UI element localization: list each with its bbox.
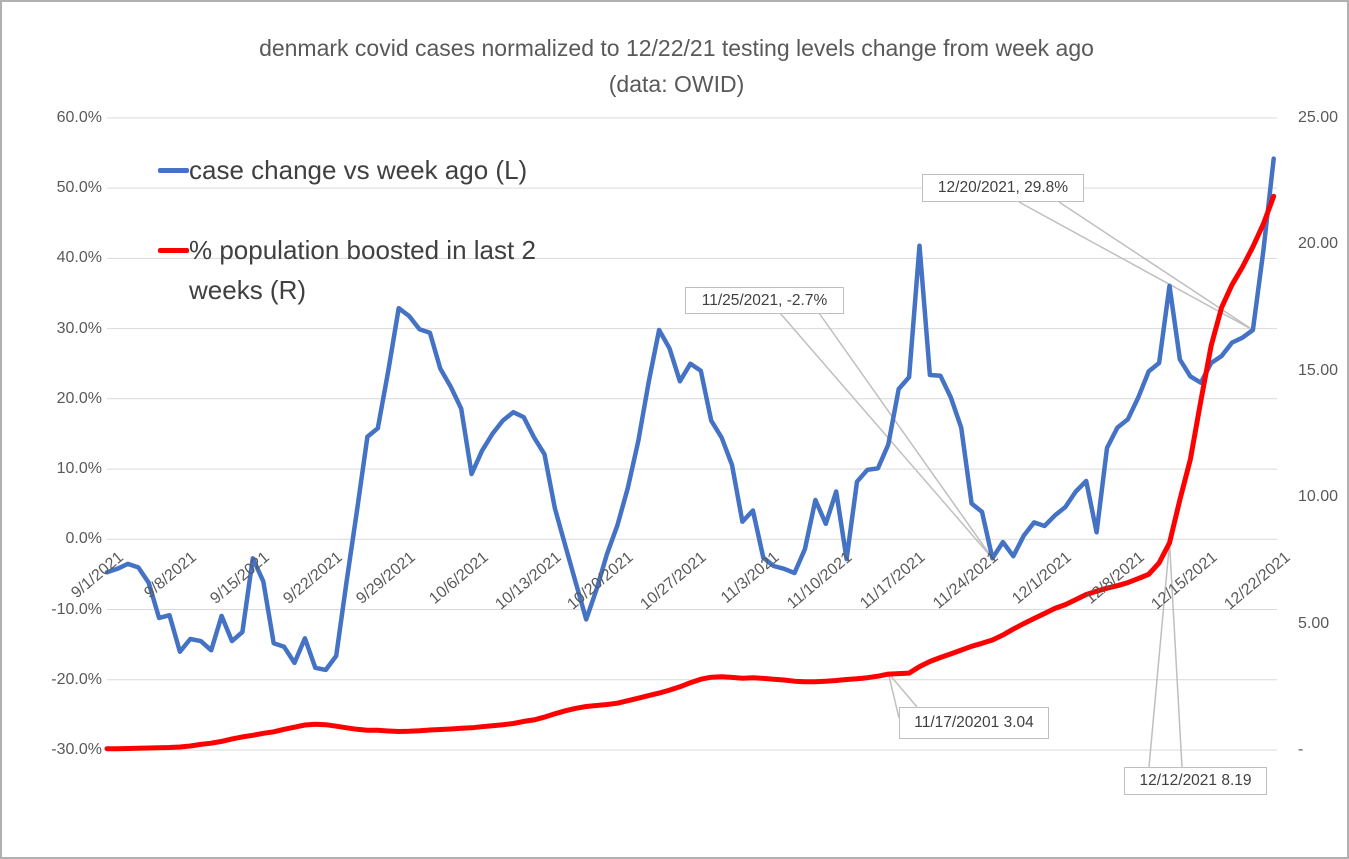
annotation-12-12[interactable]: 12/12/2021 8.19 <box>1124 767 1267 795</box>
series-line-boosted[interactable] <box>104 193 1277 752</box>
callout-leader-line <box>1058 201 1254 331</box>
annotation-11-17[interactable]: 11/17/20201 3.04 <box>899 707 1049 739</box>
left-axis-tick-label: -10.0% <box>51 601 102 618</box>
left-axis-tick-label: 20.0% <box>56 390 102 407</box>
left-axis-tick-label: -20.0% <box>51 671 102 688</box>
left-axis-tick-label: 30.0% <box>56 320 102 337</box>
annotation-12-20[interactable]: 12/20/2021, 29.8% <box>922 174 1084 202</box>
left-axis-tick-label: 60.0% <box>56 109 102 126</box>
callout-leader-line <box>818 312 994 559</box>
left-axis-tick-label: -30.0% <box>51 741 102 758</box>
callout-leader-line <box>887 672 918 708</box>
left-axis-tick-label: 40.0% <box>56 249 102 266</box>
callout-leader-line <box>887 672 900 719</box>
series-line-case-change[interactable] <box>104 156 1276 673</box>
left-axis-tick-label: 0.0% <box>65 530 102 547</box>
callout-leader-line <box>779 312 993 559</box>
right-axis-tick-label: 15.00 <box>1298 362 1339 379</box>
callout-leader-line <box>1148 542 1171 768</box>
callout-leader-line <box>1168 542 1183 768</box>
legend-item-case-change[interactable]: case change vs week ago (L) <box>189 155 528 185</box>
right-axis-tick-label: 5.00 <box>1298 615 1330 632</box>
legend-item-boosted[interactable]: % population boosted in last 2 weeks (R) <box>189 235 536 305</box>
legend-line-swatch-red-icon <box>158 248 189 253</box>
right-axis-tick-label: 25.00 <box>1298 109 1339 126</box>
chart-title-line1: denmark covid cases normalized to 12/22/… <box>259 35 1094 61</box>
legend-line-swatch-blue-icon <box>158 168 189 173</box>
left-axis-tick-label: 10.0% <box>56 460 102 477</box>
chart-title: denmark covid cases normalized to 12/22/… <box>2 30 1347 102</box>
right-axis-tick-label: 20.00 <box>1298 235 1339 252</box>
left-axis-tick-label: 50.0% <box>56 179 102 196</box>
right-axis-tick-label: 10.00 <box>1298 488 1339 505</box>
chart-title-line2: (data: OWID) <box>608 71 745 97</box>
callout-leader-line <box>1018 201 1254 331</box>
right-axis-tick-label: - <box>1298 741 1304 758</box>
annotation-11-25[interactable]: 11/25/2021, -2.7% <box>685 287 844 314</box>
